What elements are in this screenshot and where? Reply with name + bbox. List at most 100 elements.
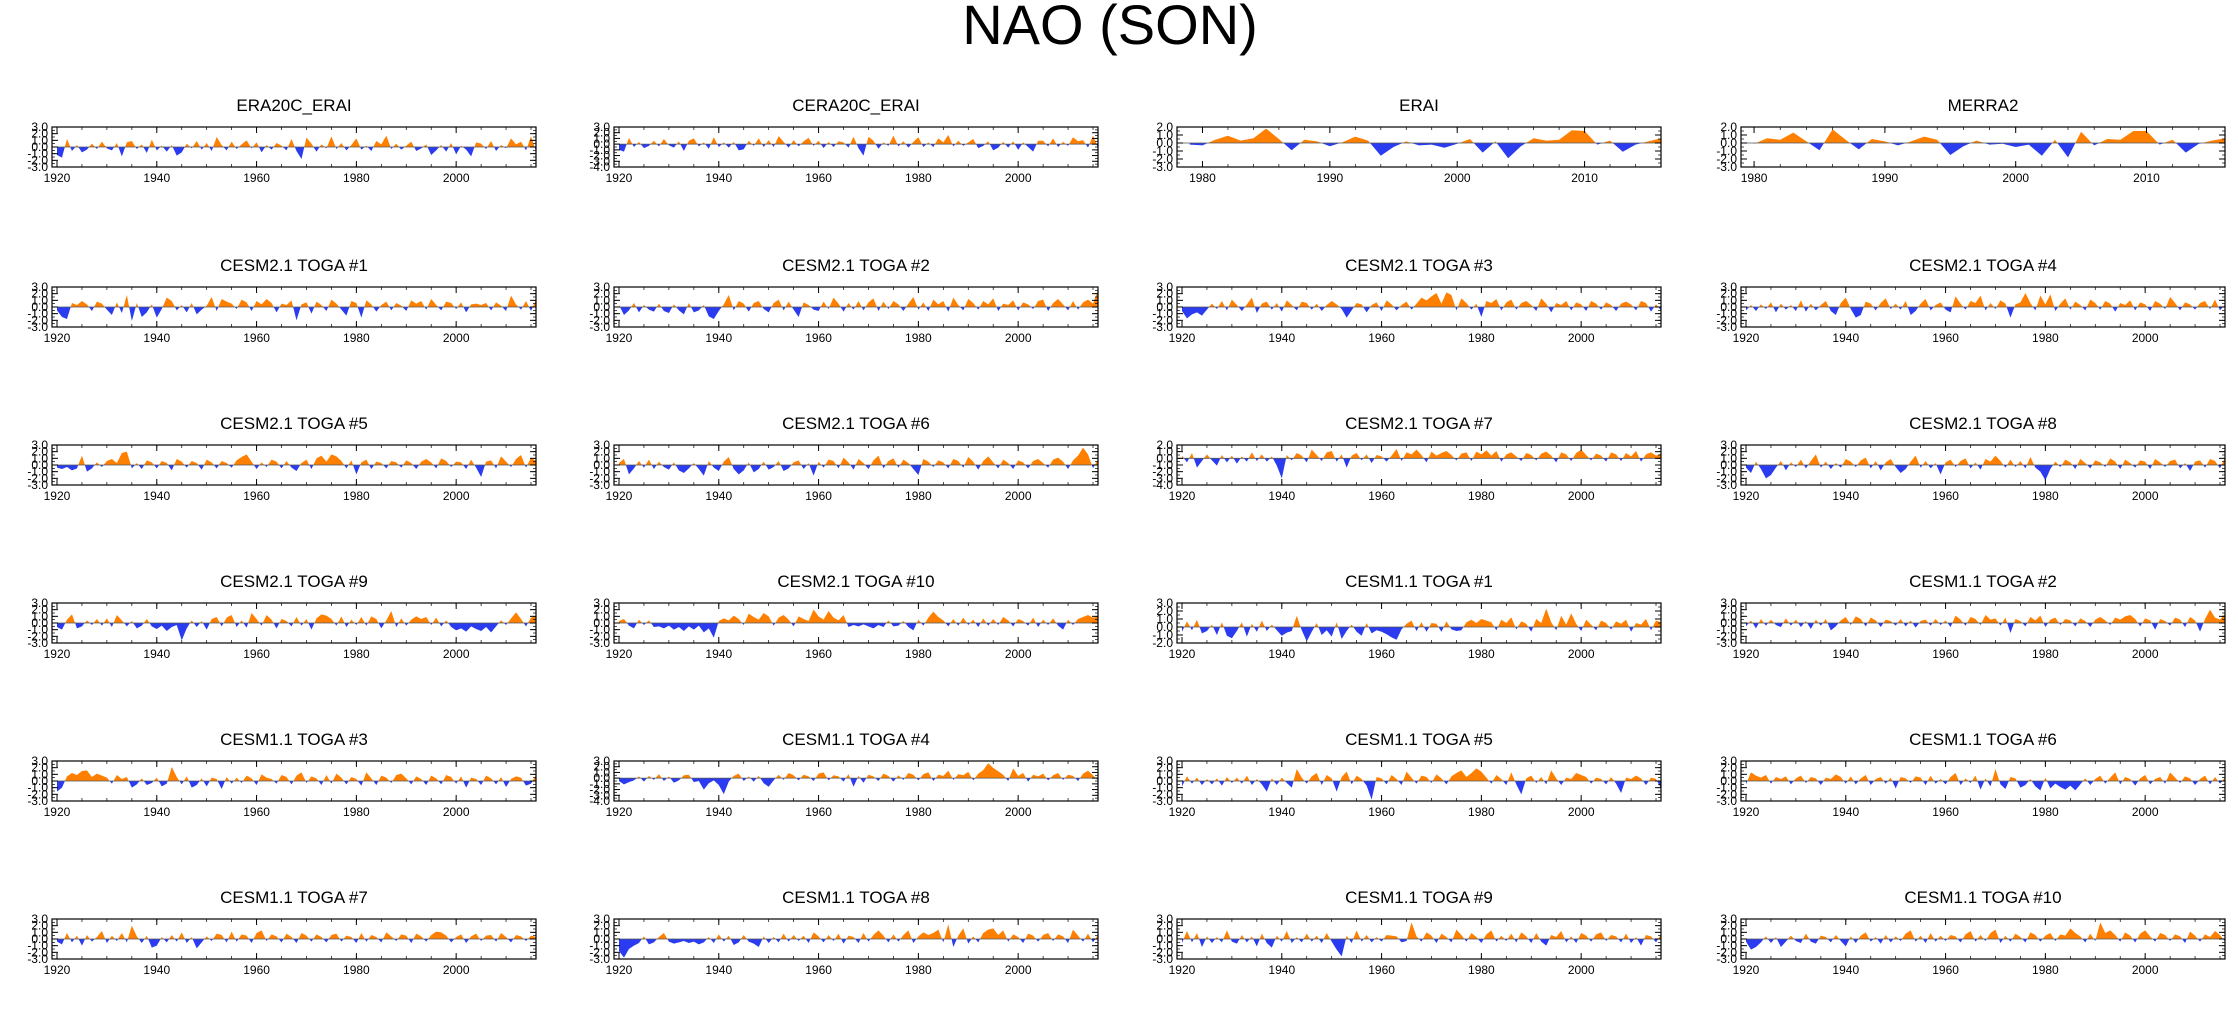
y-tick-label: 1.0 (1720, 925, 1737, 939)
positive-area (1754, 129, 2225, 143)
x-tick-label: 1940 (1268, 805, 1295, 819)
y-tick-label: 3.0 (31, 438, 48, 452)
y-tick-label: 0.0 (593, 137, 610, 151)
y-tick-label: -2.0 (1152, 465, 1173, 479)
y-tick-label: -3.0 (27, 952, 48, 966)
x-tick-label: 1960 (1368, 805, 1395, 819)
x-tick-label: 1980 (1741, 171, 1768, 185)
panel: CESM2.1 TOGA #7 2.01.00.0-1.0-2.0-3.0-4.0… (1152, 414, 1662, 503)
panel-title: CESM2.1 TOGA #3 (1345, 256, 1493, 275)
x-tick-label: 1940 (1832, 805, 1859, 819)
y-tick-label: 2.0 (1156, 604, 1173, 618)
x-tick-label: 1980 (343, 805, 370, 819)
y-tick-label: 1.0 (1156, 767, 1173, 781)
x-tick-label: 1980 (343, 647, 370, 661)
y-tick-label: -2.0 (1152, 313, 1173, 327)
x-tick-label: 1920 (44, 489, 71, 503)
y-tick-label: 0.0 (31, 932, 48, 946)
x-tick-label: 1920 (1169, 647, 1196, 661)
x-tick-label: 2000 (1005, 647, 1032, 661)
plot-frame (1740, 126, 2226, 168)
y-tick-label: 1.0 (1156, 128, 1173, 142)
positive-area (56, 925, 536, 939)
y-tick-label: -1.0 (1716, 307, 1737, 321)
panel-title: CESM2.1 TOGA #10 (777, 572, 934, 591)
y-tick-label: -3.0 (1716, 952, 1737, 966)
y-tick-label: 2.0 (593, 603, 610, 617)
x-tick-label: 2000 (443, 171, 470, 185)
y-tick-label: -2.0 (589, 313, 610, 327)
y-tick-label: 1.0 (1720, 128, 1737, 142)
x-tick-label: 1960 (1932, 647, 1959, 661)
x-tick-label: 1940 (143, 805, 170, 819)
x-tick-label: 2000 (2132, 647, 2159, 661)
y-tick-label: 1.0 (31, 451, 48, 465)
x-tick-label: 1980 (1468, 331, 1495, 345)
y-tick-label: -3.0 (27, 320, 48, 334)
x-tick-label: 1920 (1169, 331, 1196, 345)
positive-area (56, 451, 536, 465)
y-tick-label: -4.0 (1152, 478, 1173, 492)
y-tick-label: 2.0 (1156, 761, 1173, 775)
x-tick-label: 1980 (2032, 805, 2059, 819)
x-tick-label: 2000 (443, 805, 470, 819)
x-tick-label: 1960 (243, 963, 270, 977)
y-tick-label: 0.0 (1720, 300, 1737, 314)
panel-title: CESM1.1 TOGA #2 (1909, 572, 2057, 591)
y-tick-label: 3.0 (593, 280, 610, 294)
x-tick-label: 1960 (805, 331, 832, 345)
y-tick-label: 2.0 (1720, 603, 1737, 617)
y-tick-label: -2.0 (27, 629, 48, 643)
y-tick-label: 2.0 (1720, 445, 1737, 459)
y-tick-label: 1.0 (593, 609, 610, 623)
x-tick-label: 2010 (2133, 171, 2160, 185)
x-tick-label: 1980 (343, 331, 370, 345)
y-tick-label: 2.0 (593, 919, 610, 933)
y-tick-label: 3.0 (31, 120, 48, 134)
x-tick-label: 1920 (44, 647, 71, 661)
y-tick-label: 0.0 (31, 458, 48, 472)
y-tick-label: 1.0 (1720, 451, 1737, 465)
y-tick-label: -1.0 (1152, 628, 1173, 642)
y-tick-label: 3.0 (31, 754, 48, 768)
x-tick-label: 1920 (44, 963, 71, 977)
y-tick-label: -1.0 (27, 465, 48, 479)
x-tick-label: 1980 (2032, 331, 2059, 345)
x-tick-label: 1960 (805, 963, 832, 977)
y-tick-label: 1.0 (1156, 612, 1173, 626)
panel-title: CESM1.1 TOGA #9 (1345, 888, 1493, 907)
x-tick-label: 1940 (1268, 963, 1295, 977)
y-tick-label: -3.0 (1152, 794, 1173, 808)
y-tick-label: -2.0 (589, 629, 610, 643)
x-tick-label: 1980 (905, 647, 932, 661)
y-tick-label: 0.0 (1720, 616, 1737, 630)
x-tick-label: 2000 (1005, 171, 1032, 185)
x-tick-label: 1920 (1733, 331, 1760, 345)
y-tick-label: -1.0 (1152, 781, 1173, 795)
x-tick-label: 1920 (606, 171, 633, 185)
x-tick-label: 1960 (1932, 489, 1959, 503)
y-tick-label: -2.0 (1716, 152, 1737, 166)
panel-title: CESM2.1 TOGA #7 (1345, 414, 1493, 433)
panel-title: CESM1.1 TOGA #4 (782, 730, 930, 749)
y-tick-label: 3.0 (1156, 912, 1173, 926)
x-tick-label: 1980 (905, 963, 932, 977)
x-tick-label: 1920 (44, 331, 71, 345)
panel: CESM1.1 TOGA #23.02.01.00.0-1.0-2.0-3.01… (1716, 572, 2226, 661)
positive-area (1181, 922, 1661, 939)
y-tick-label: -2.0 (1716, 629, 1737, 643)
y-tick-label: -3.0 (589, 952, 610, 966)
y-tick-label: 3.0 (593, 754, 610, 768)
y-tick-label: 1.0 (593, 765, 610, 779)
x-tick-label: 1940 (705, 805, 732, 819)
y-tick-label: 0.0 (593, 932, 610, 946)
panel-title: CESM1.1 TOGA #3 (220, 730, 368, 749)
x-tick-label: 2000 (1568, 647, 1595, 661)
y-tick-label: -3.0 (1152, 952, 1173, 966)
figure-title: NAO (SON) (962, 0, 1258, 56)
panel: CESM1.1 TOGA #83.02.01.00.0-1.0-2.0-3.01… (589, 888, 1099, 977)
positive-area (1745, 609, 2225, 623)
y-tick-label: 0.0 (1156, 451, 1173, 465)
negative-area (618, 623, 1098, 638)
panel: CESM2.1 TOGA #63.02.01.00.0-1.0-2.0-3.01… (589, 414, 1099, 503)
